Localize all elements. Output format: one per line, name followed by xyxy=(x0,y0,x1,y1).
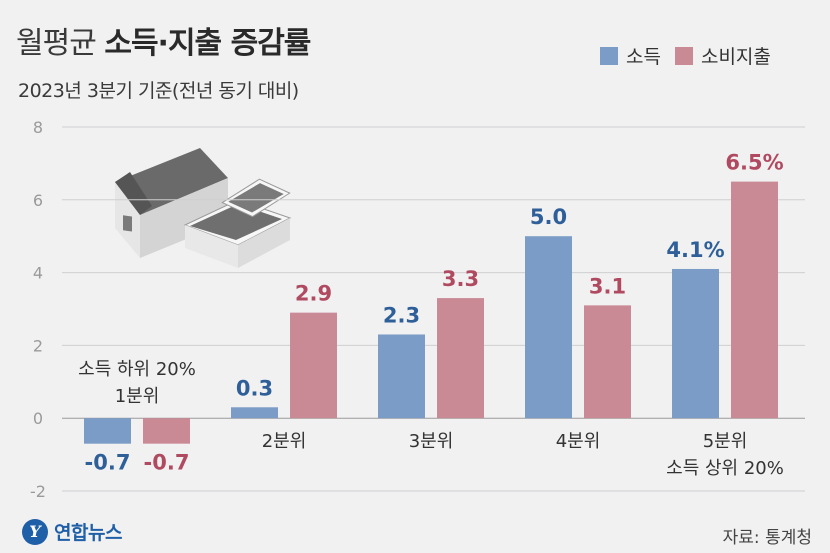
value-label: 6.5% xyxy=(725,151,783,175)
bar-income xyxy=(672,268,719,419)
value-label: 2.9 xyxy=(295,282,332,306)
bar-spending xyxy=(143,418,190,444)
category-label: 4분위 xyxy=(556,431,601,452)
legend-label-spending: 소비지출 xyxy=(700,46,771,68)
legend-swatch-income xyxy=(600,46,618,65)
value-label: 2.3 xyxy=(383,303,420,327)
y-tick-label: 8 xyxy=(33,118,43,137)
y-tick-label: 0 xyxy=(33,409,43,428)
bar-spending xyxy=(731,181,778,419)
value-label: 3.3 xyxy=(442,267,479,291)
legend: 소득 소비지출 xyxy=(600,42,771,69)
category-label: 소득 하위 20% xyxy=(78,359,196,380)
bar-spending xyxy=(437,298,484,419)
bar-spending xyxy=(290,312,337,419)
title-light: 월평균 xyxy=(16,26,97,61)
y-tick-label: -2 xyxy=(30,482,46,501)
category-label: 소득 상위 20% xyxy=(666,458,784,479)
bar-income xyxy=(231,407,278,419)
bar-income xyxy=(378,334,425,419)
category-label: 1분위 xyxy=(115,386,160,407)
y-tick-label: 2 xyxy=(33,336,43,355)
value-labels: -0.7 -0.7 0.3 2.9 2.3 3.3 5.0 3.1 4.1% 6.5% xyxy=(85,151,784,475)
y-tick-label: 6 xyxy=(33,191,43,210)
legend-item-spending: 소비지출 xyxy=(674,42,771,69)
legend-label-income: 소득 xyxy=(626,46,661,68)
chart-subtitle: 2023년 3분기 기준(전년 동기 대비) xyxy=(18,80,299,102)
value-label: -0.7 xyxy=(85,451,131,475)
category-label: 5분위 xyxy=(703,431,748,452)
yonhap-logo: Y 연합뉴스 xyxy=(22,518,122,545)
title-bold: 소득·지출 증감률 xyxy=(104,26,311,61)
chart-title: 월평균 소득·지출 증감률 xyxy=(16,18,311,62)
legend-swatch-spending xyxy=(674,46,693,65)
value-label: -0.7 xyxy=(144,451,190,475)
value-label: 4.1% xyxy=(666,238,724,262)
y-tick-label: 4 xyxy=(33,264,43,283)
source-note: 자료: 통계청 xyxy=(722,528,812,548)
category-label: 3분위 xyxy=(409,431,454,452)
legend-item-income: 소득 xyxy=(600,42,661,69)
bar-income xyxy=(84,418,131,444)
logo-text: 연합뉴스 xyxy=(54,522,122,544)
logo-mark-icon: Y xyxy=(22,518,48,545)
house-money-illustration xyxy=(115,148,292,268)
value-label: 0.3 xyxy=(236,376,273,400)
value-label: 5.0 xyxy=(530,205,567,229)
bars xyxy=(84,181,778,444)
y-axis-ticks: 8 6 4 2 0 -2 xyxy=(30,118,46,501)
value-label: 3.1 xyxy=(589,274,626,298)
bar-spending xyxy=(584,305,631,419)
bar-income xyxy=(525,236,572,419)
category-label: 2분위 xyxy=(262,431,307,452)
